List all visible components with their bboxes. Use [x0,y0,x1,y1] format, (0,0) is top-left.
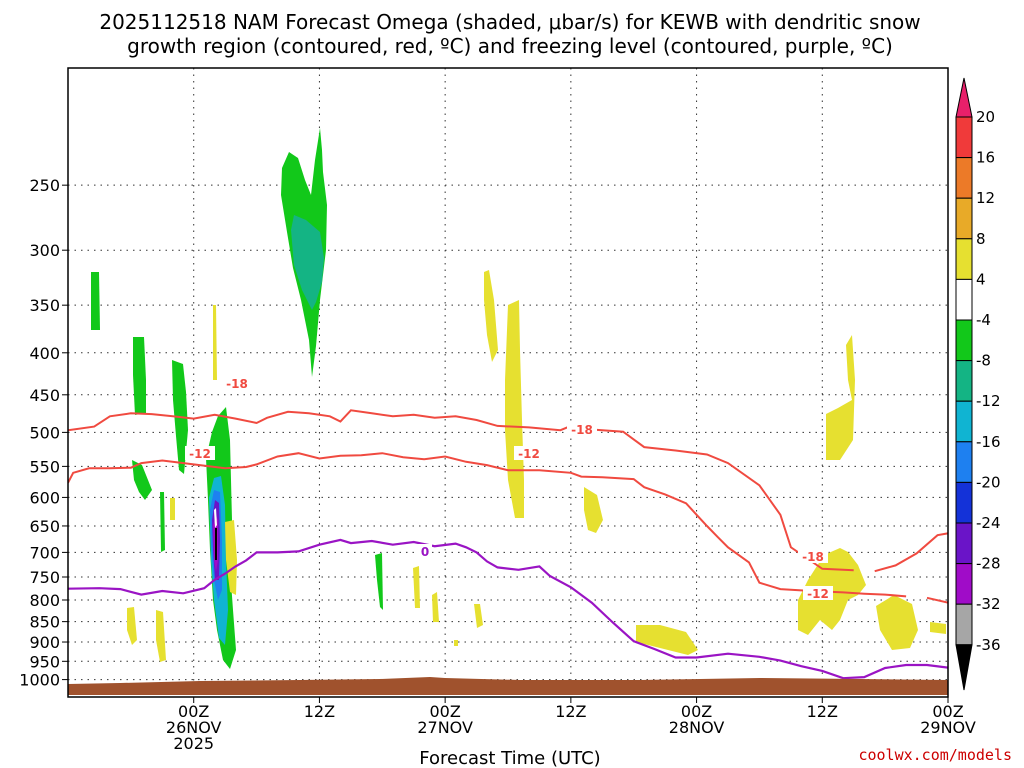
colorbar-segment [955,441,973,483]
pressure-tick-label: 950 [29,652,60,671]
temperature-contours [68,409,948,680]
contour-minus18-late [874,532,948,573]
colorbar-segment [955,319,973,362]
plot-frame [67,67,949,698]
colorbar-label: 16 [976,149,995,167]
colorbar-label: -4 [976,311,991,329]
pressure-tick-label: 750 [29,568,60,587]
pressure-tick-label: 400 [29,344,60,363]
colorbar-segment [955,563,973,605]
contour-minus12-early [68,452,907,598]
colorbar-segment [955,400,973,443]
colorbar-label: -28 [976,555,1001,573]
chart-title-line1: 2025112518 NAM Forecast Omega (shaded, μ… [99,10,920,34]
time-tick-label: 12Z [555,702,586,721]
label-zero-freezing: 0 [421,545,429,559]
colorbar-label: 12 [976,189,995,207]
contour-minus12-late [926,596,948,604]
pressure-tick-label: 900 [29,633,60,652]
time-tick-label: 12Z [304,702,335,721]
colorbar-segment [955,238,973,280]
chart-title-line2: growth region (contoured, red, ºC) and f… [127,34,893,58]
time-tick-label: 00Z [932,702,963,721]
time-tick-label: 00Z [681,702,712,721]
terrain-surface [68,677,948,695]
colorbar-label: -8 [976,352,991,370]
pressure-tick-label: 350 [29,296,60,315]
colorbar-segment [955,603,973,646]
colorbar-segment [955,522,973,565]
label-minus18-a: -18 [226,377,248,391]
colorbar-label: -36 [976,636,1001,654]
colorbar-label: -12 [976,392,1001,410]
label-minus12-a: -12 [189,447,211,461]
freezing-level-contour [68,538,948,680]
pressure-tick-label: 700 [29,543,60,562]
label-minus12-c: -12 [807,587,829,601]
time-tick-label: 00Z [178,702,209,721]
colorbar-label: 8 [976,230,986,248]
colorbar-label: -24 [976,514,1001,532]
colorbar-label: -16 [976,433,1001,451]
label-minus18-c: -18 [802,550,824,564]
colorbar-segment [955,360,973,402]
strongest-omega-core [215,528,217,560]
colorbar-segment [955,481,973,524]
label-minus12-b: -12 [518,447,540,461]
white-omega-highlight [214,508,217,528]
teal-omega-region [291,215,324,310]
omega-colorbar: 20 16 12 8 4 -4 -8 -12 -16 -20 -24 -28 -32 -36 [955,77,1001,691]
colorbar-bottom-arrow [955,644,973,691]
pressure-tick-label: 250 [29,176,60,195]
time-tick-label: 26NOV [166,718,222,737]
contour-minus18-early [68,409,854,572]
pressure-tick-label: 600 [29,488,60,507]
time-tick-label: 28NOV [669,718,725,737]
contour-labels: -18 -18 -18 -12 -12 -12 0 [185,376,833,601]
colorbar-top-arrow [955,77,973,118]
colorbar-segment [955,116,973,159]
pressure-tick-label: 800 [29,591,60,610]
pressure-tick-label: 850 [29,613,60,632]
colorbar-label: 20 [976,108,995,126]
colorbar-segment [955,197,973,240]
pressure-tick-label: 450 [29,386,60,405]
time-tick-label: 27NOV [417,718,473,737]
site-credit: coolwx.com/models [858,746,1012,764]
x-axis-title: Forecast Time (UTC) [419,748,600,768]
label-minus18-b: -18 [571,423,593,437]
time-tick-label: 2025 [173,734,214,753]
time-tick-label: 00Z [429,702,460,721]
pressure-tick-label: 550 [29,457,60,476]
colorbar-segment [955,157,973,199]
pressure-axis: 2503003504004505005506006507007508008509… [19,176,68,690]
pressure-tick-label: 500 [29,423,60,442]
pressure-tick-label: 650 [29,517,60,536]
time-tick-label: 12Z [807,702,838,721]
pressure-tick-label: 300 [29,241,60,260]
colorbar-segment [955,278,973,321]
time-tick-label: 29NOV [920,718,976,737]
colorbar-label: -32 [976,595,1001,613]
colorbar-label: 4 [976,270,986,288]
omega-shading [91,128,946,669]
pressure-tick-label: 1000 [19,671,60,690]
colorbar-label: -20 [976,473,1001,491]
